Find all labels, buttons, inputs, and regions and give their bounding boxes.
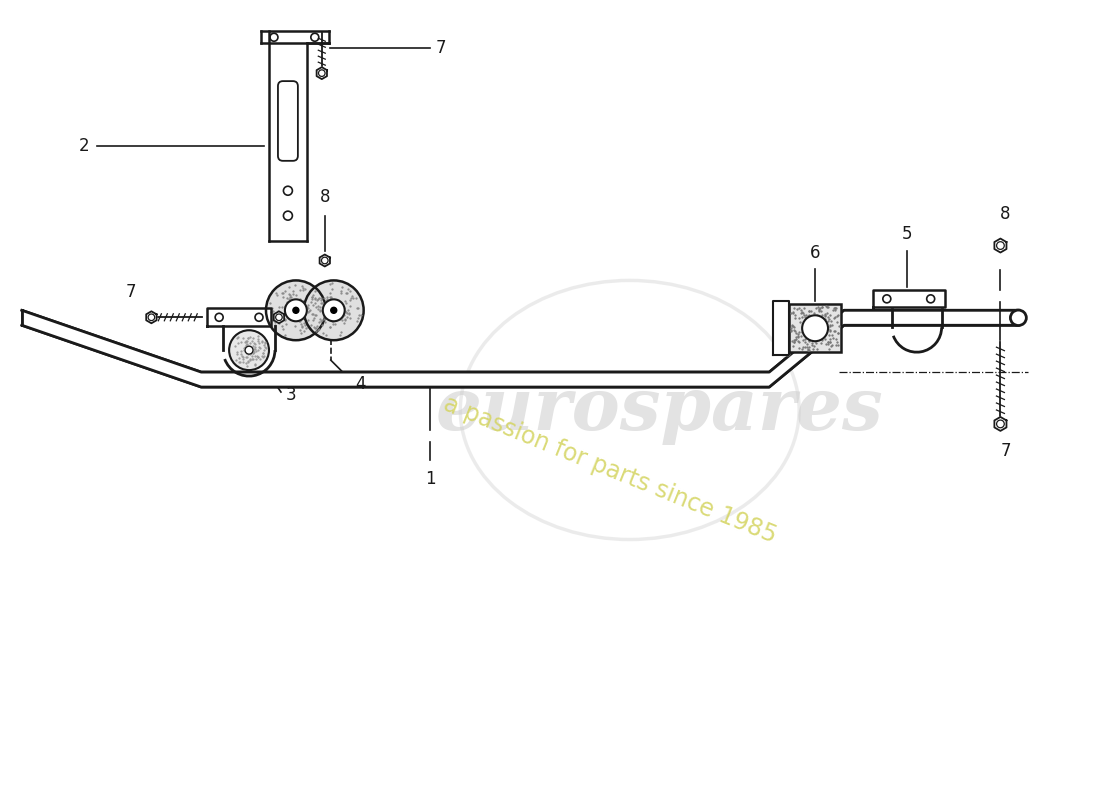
Circle shape xyxy=(304,281,364,340)
Circle shape xyxy=(245,346,253,354)
Text: 8: 8 xyxy=(319,188,330,206)
Polygon shape xyxy=(994,417,1006,431)
Text: 6: 6 xyxy=(810,245,821,262)
Text: 1: 1 xyxy=(425,470,436,488)
Ellipse shape xyxy=(1011,310,1026,326)
Polygon shape xyxy=(207,308,271,326)
Polygon shape xyxy=(773,302,789,355)
Text: 7: 7 xyxy=(125,283,135,302)
Circle shape xyxy=(285,299,307,322)
FancyBboxPatch shape xyxy=(789,304,842,352)
Polygon shape xyxy=(146,311,156,323)
Polygon shape xyxy=(873,290,945,307)
Circle shape xyxy=(293,307,299,314)
Circle shape xyxy=(322,299,344,322)
Text: 7: 7 xyxy=(1000,442,1011,460)
Polygon shape xyxy=(317,67,327,79)
Polygon shape xyxy=(320,254,330,266)
Circle shape xyxy=(802,315,828,342)
Polygon shape xyxy=(994,238,1006,253)
Text: 3: 3 xyxy=(286,386,297,404)
Circle shape xyxy=(266,281,326,340)
Circle shape xyxy=(331,307,337,314)
Text: eurospares: eurospares xyxy=(436,374,883,446)
Circle shape xyxy=(229,330,270,370)
Polygon shape xyxy=(22,310,1019,387)
Text: 2: 2 xyxy=(79,137,89,155)
Text: 5: 5 xyxy=(902,225,912,242)
Text: a passion for parts since 1985: a passion for parts since 1985 xyxy=(440,392,780,548)
Polygon shape xyxy=(274,311,284,323)
Text: 4: 4 xyxy=(355,375,366,393)
Text: 7: 7 xyxy=(436,39,446,58)
Text: 8: 8 xyxy=(1000,205,1011,222)
